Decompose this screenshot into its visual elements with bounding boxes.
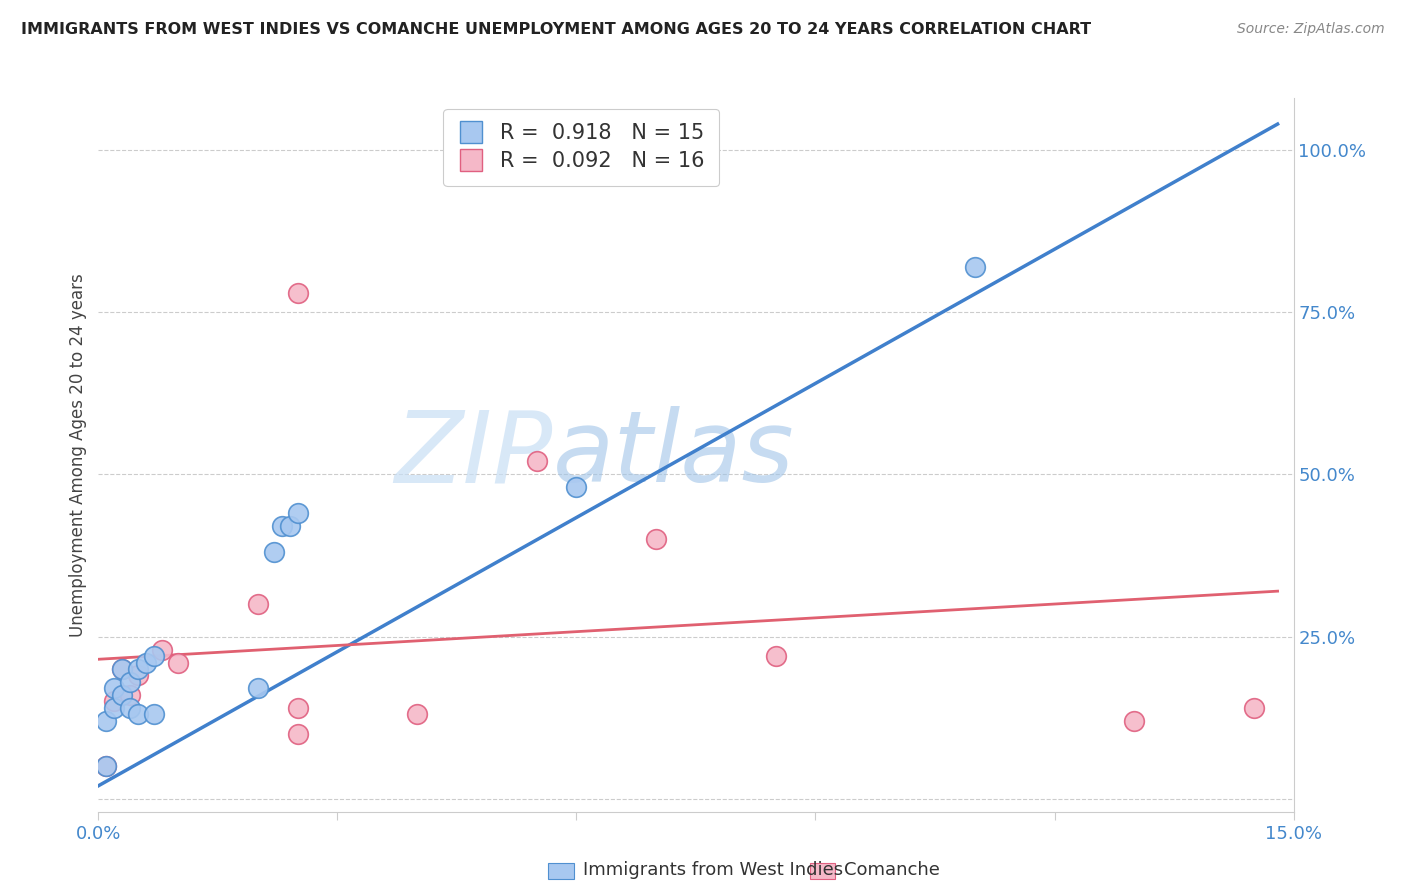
Text: IMMIGRANTS FROM WEST INDIES VS COMANCHE UNEMPLOYMENT AMONG AGES 20 TO 24 YEARS C: IMMIGRANTS FROM WEST INDIES VS COMANCHE … (21, 22, 1091, 37)
Text: Comanche: Comanche (844, 861, 939, 879)
Point (143, 648, 166, 663)
Point (765, 648, 787, 663)
Text: ZIP: ZIP (394, 407, 553, 503)
Point (96, 714, 118, 728)
Point (127, 668, 149, 682)
Point (263, 545, 285, 559)
Point (963, 260, 986, 274)
Point (167, 656, 190, 670)
Point (270, 519, 292, 533)
Point (120, 675, 142, 690)
Y-axis label: Unemployment Among Ages 20 to 24 years: Unemployment Among Ages 20 to 24 years (69, 273, 87, 637)
Point (103, 694, 125, 708)
Point (103, 681, 125, 696)
Point (111, 662, 134, 676)
Point (526, 454, 548, 468)
Point (150, 642, 173, 657)
Point (406, 707, 429, 722)
Point (111, 662, 134, 676)
Point (111, 688, 134, 702)
Text: Immigrants from West Indies: Immigrants from West Indies (583, 861, 844, 879)
Point (287, 285, 309, 300)
Text: Source: ZipAtlas.com: Source: ZipAtlas.com (1237, 22, 1385, 37)
Point (645, 533, 668, 547)
Point (1243, 701, 1265, 715)
Point (287, 506, 309, 520)
Point (96, 759, 118, 773)
Point (246, 597, 269, 611)
Point (135, 656, 157, 670)
Point (246, 681, 269, 696)
Point (287, 701, 309, 715)
Point (127, 662, 149, 676)
Point (1123, 714, 1146, 728)
Point (287, 727, 309, 741)
Point (96, 759, 118, 773)
Point (127, 707, 149, 722)
Point (103, 701, 125, 715)
Point (565, 480, 588, 494)
Text: atlas: atlas (553, 407, 794, 503)
Point (143, 707, 166, 722)
Point (120, 688, 142, 702)
Point (278, 519, 301, 533)
Point (120, 701, 142, 715)
Legend: R =  0.918   N = 15, R =  0.092   N = 16: R = 0.918 N = 15, R = 0.092 N = 16 (443, 109, 718, 186)
